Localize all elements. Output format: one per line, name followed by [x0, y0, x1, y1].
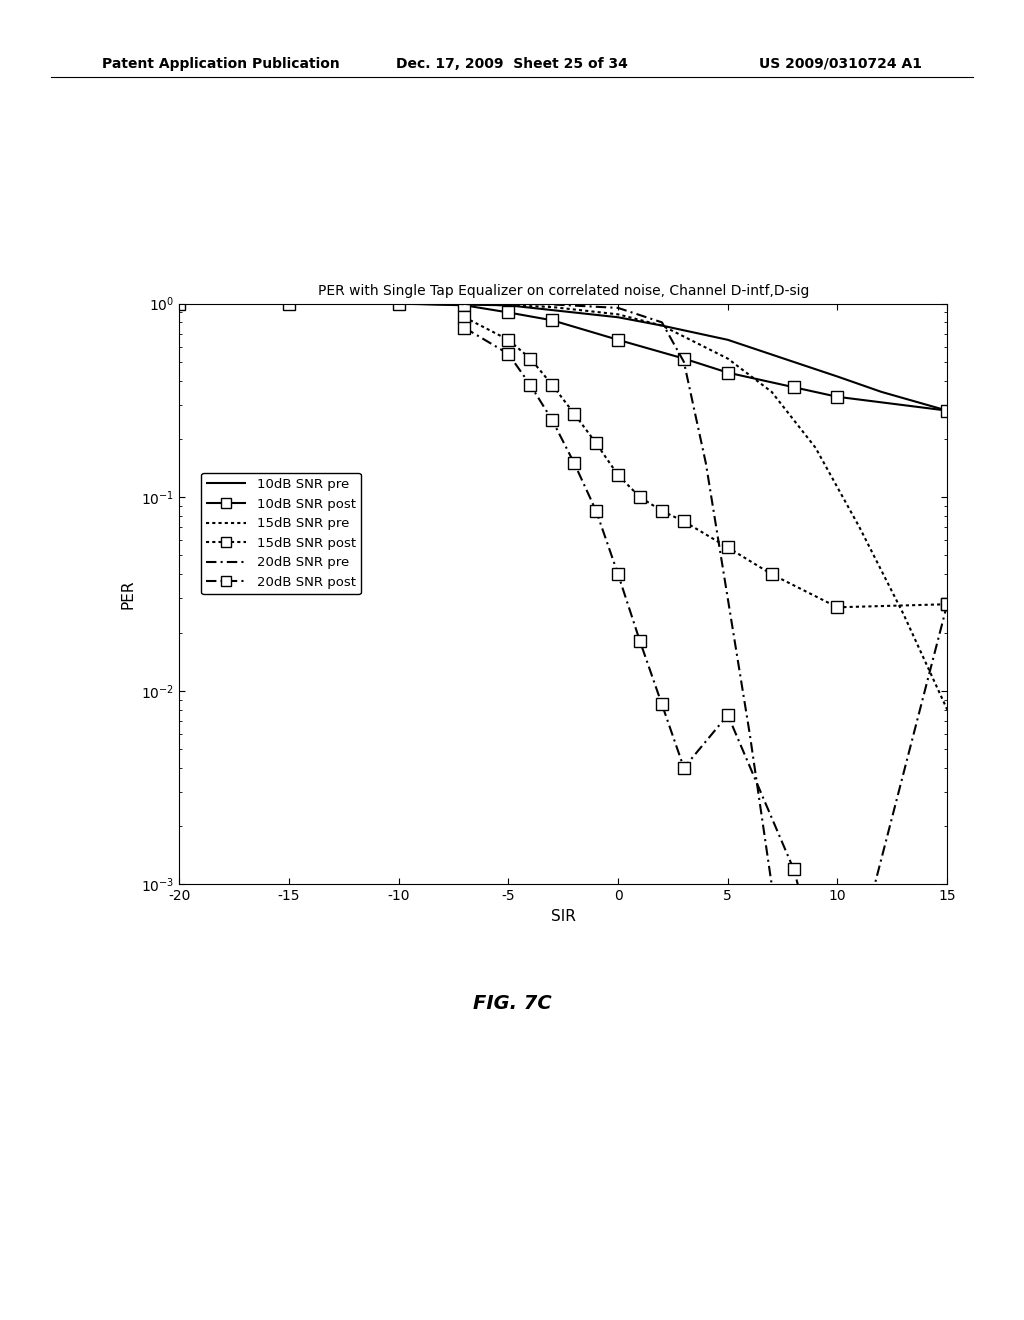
Text: Dec. 17, 2009  Sheet 25 of 34: Dec. 17, 2009 Sheet 25 of 34 — [396, 57, 628, 71]
X-axis label: SIR: SIR — [551, 908, 575, 924]
Text: Patent Application Publication: Patent Application Publication — [102, 57, 340, 71]
Legend: 10dB SNR pre, 10dB SNR post, 15dB SNR pre, 15dB SNR post, 20dB SNR pre, 20dB SNR: 10dB SNR pre, 10dB SNR post, 15dB SNR pr… — [201, 473, 361, 594]
Text: FIG. 7C: FIG. 7C — [473, 994, 551, 1012]
Text: US 2009/0310724 A1: US 2009/0310724 A1 — [759, 57, 922, 71]
Y-axis label: PER: PER — [121, 579, 135, 609]
Title: PER with Single Tap Equalizer on correlated noise, Channel D-intf,D-sig: PER with Single Tap Equalizer on correla… — [317, 284, 809, 298]
